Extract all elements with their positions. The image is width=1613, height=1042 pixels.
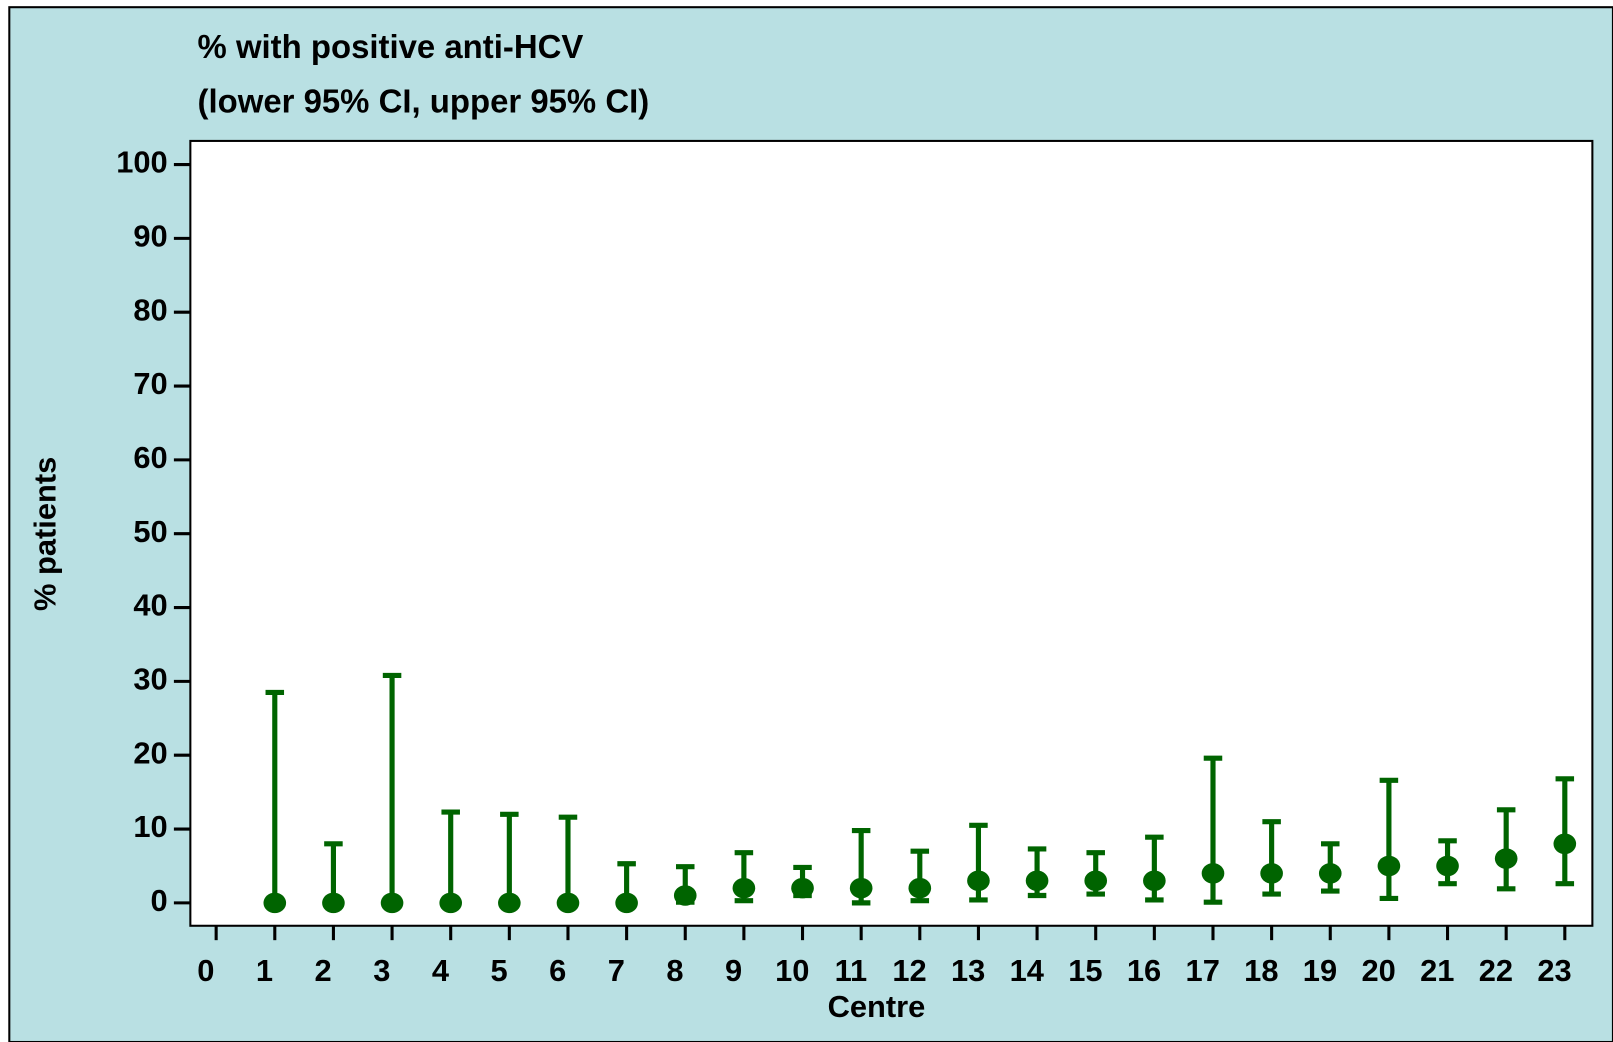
x-tick-label: 22: [1479, 953, 1513, 988]
x-tick-label: 0: [197, 953, 214, 988]
y-tick-label: 40: [133, 588, 167, 623]
point: [1084, 870, 1108, 892]
y-tick-label: 70: [133, 366, 167, 401]
point: [1377, 855, 1401, 877]
x-tick-label: 12: [892, 953, 926, 988]
point: [967, 870, 990, 892]
y-tick-label: 60: [133, 440, 167, 475]
point: [732, 877, 756, 899]
y-tick-label: 100: [116, 145, 167, 180]
point: [380, 892, 404, 914]
x-tick-label: 5: [490, 953, 507, 988]
point: [263, 892, 287, 914]
point: [1436, 855, 1459, 877]
point: [791, 877, 814, 899]
x-tick-label: 11: [835, 953, 868, 988]
x-tick-label: 18: [1244, 953, 1278, 988]
error-bar: [1555, 776, 1575, 887]
point: [498, 892, 521, 914]
x-tick-label: 16: [1127, 953, 1161, 988]
point: [1201, 863, 1225, 884]
x-tick-label: 19: [1303, 953, 1337, 988]
y-tick-label: 80: [133, 292, 167, 327]
point: [1494, 848, 1518, 869]
chart-subtitle: (lower 95% CI, upper 95% CI): [198, 83, 650, 120]
y-axis-label: % patients: [28, 457, 63, 611]
plot-area: [189, 139, 1594, 927]
x-tick-label: 3: [373, 953, 390, 988]
x-tick-label: 9: [725, 953, 742, 988]
point: [556, 892, 580, 914]
point: [322, 892, 345, 914]
x-tick-label: 17: [1186, 953, 1220, 988]
point: [1318, 863, 1342, 884]
point: [1260, 863, 1283, 884]
x-tick-label: 4: [432, 953, 449, 988]
y-tick-label: 10: [133, 809, 167, 844]
point: [615, 892, 638, 914]
x-axis-label: Centre: [828, 989, 926, 1024]
y-tick-label: 20: [133, 735, 167, 770]
point: [673, 885, 697, 906]
x-tick-label: 10: [775, 953, 809, 988]
x-tick-label: 15: [1068, 953, 1102, 988]
x-tick-label: 13: [951, 953, 985, 988]
point: [1143, 870, 1166, 892]
point: [908, 877, 932, 899]
point: [849, 877, 873, 899]
point: [1025, 870, 1049, 892]
x-tick-label: 8: [666, 953, 683, 988]
point: [1553, 833, 1577, 855]
y-tick-label: 90: [133, 219, 167, 254]
chart-title: % with positive anti-HCV: [198, 28, 584, 65]
x-tick-label: 1: [256, 953, 273, 988]
x-tick-label: 7: [608, 953, 625, 988]
y-tick-label: 30: [133, 662, 167, 697]
error-bar: [1379, 777, 1399, 902]
x-tick-label: 23: [1537, 953, 1571, 988]
point: [439, 892, 463, 914]
y-tick-label: 0: [151, 883, 168, 918]
x-tick-label: 6: [549, 953, 566, 988]
x-tick-label: 21: [1420, 953, 1454, 988]
x-tick-label: 14: [1010, 953, 1044, 988]
y-tick-label: 50: [133, 514, 167, 549]
x-tick-label: 20: [1361, 953, 1395, 988]
x-tick-label: 2: [315, 953, 332, 988]
